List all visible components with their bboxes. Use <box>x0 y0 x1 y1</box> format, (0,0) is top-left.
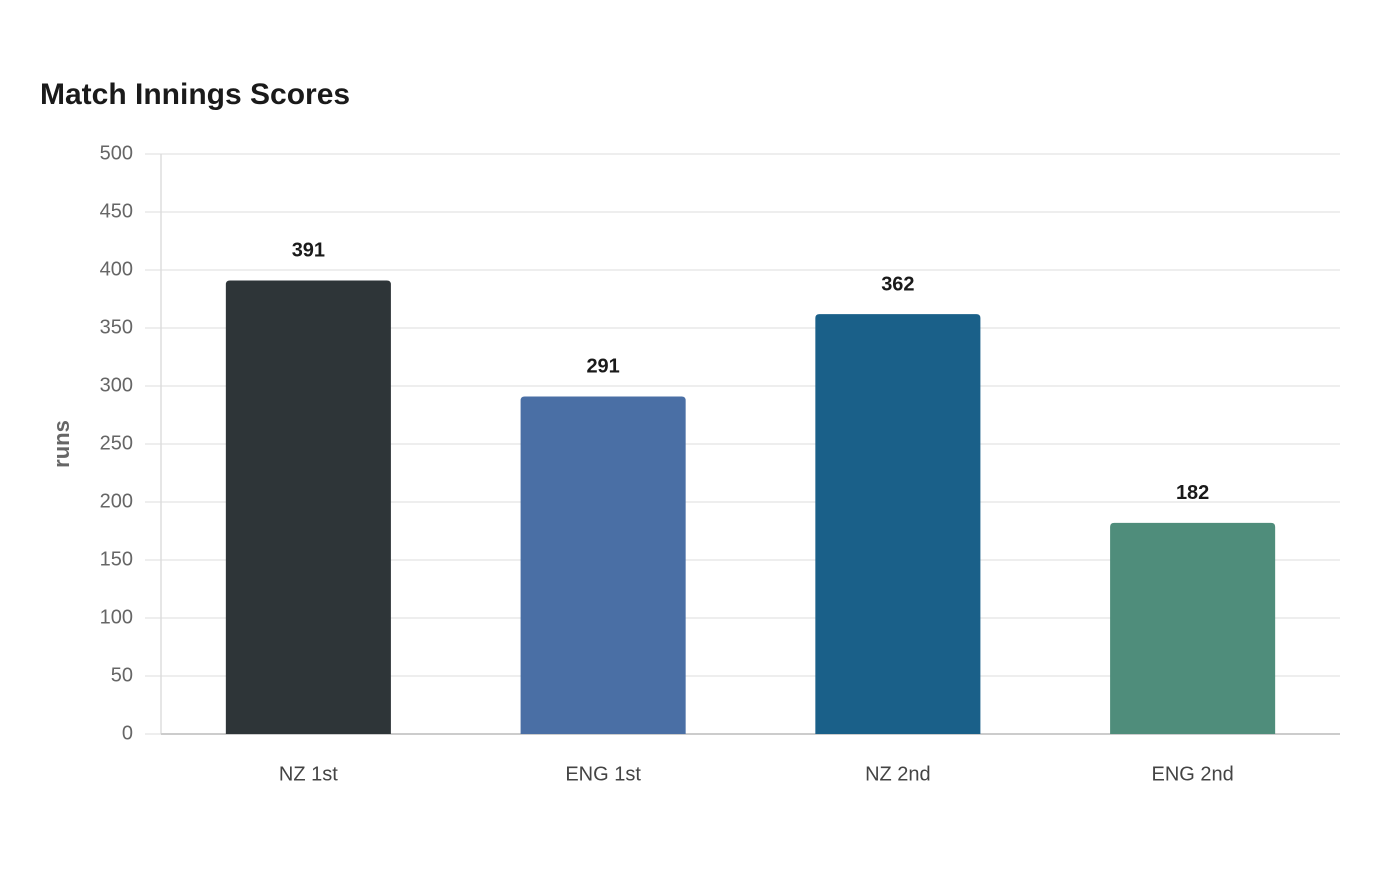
x-tick-label: ENG 1st <box>565 763 641 785</box>
y-tick-label: 450 <box>100 200 133 222</box>
value-label: 291 <box>586 356 619 378</box>
y-tick-label: 300 <box>100 374 133 396</box>
y-tick-label: 400 <box>100 258 133 280</box>
bar <box>1110 522 1276 734</box>
y-tick-label: 350 <box>100 316 133 338</box>
y-tick-label: 500 <box>100 142 133 164</box>
bar <box>225 280 391 734</box>
bar <box>520 396 686 734</box>
x-tick-label: NZ 1st <box>279 763 338 785</box>
value-label: 182 <box>1176 482 1209 504</box>
y-tick-label: 0 <box>122 722 133 744</box>
y-tick-label: 100 <box>100 606 133 628</box>
y-tick-label: 200 <box>100 490 133 512</box>
value-label: 362 <box>881 273 914 295</box>
y-tick-label: 150 <box>100 548 133 570</box>
y-tick-label: 50 <box>111 664 133 686</box>
bar <box>815 314 981 734</box>
x-tick-label: NZ 2nd <box>865 763 931 785</box>
value-label: 391 <box>292 240 325 262</box>
y-axis-label: runs <box>49 420 74 468</box>
chart-title: Match Innings Scores <box>40 78 350 111</box>
x-tick-label: ENG 2nd <box>1151 763 1233 785</box>
y-tick-label: 250 <box>100 432 133 454</box>
